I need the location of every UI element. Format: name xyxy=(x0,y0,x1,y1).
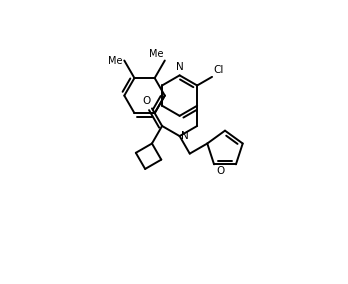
Text: Me: Me xyxy=(108,56,123,66)
Text: Cl: Cl xyxy=(213,66,224,76)
Text: O: O xyxy=(216,166,224,176)
Text: O: O xyxy=(142,96,151,106)
Text: N: N xyxy=(181,131,189,141)
Text: N: N xyxy=(176,62,183,72)
Text: Me: Me xyxy=(149,49,164,59)
